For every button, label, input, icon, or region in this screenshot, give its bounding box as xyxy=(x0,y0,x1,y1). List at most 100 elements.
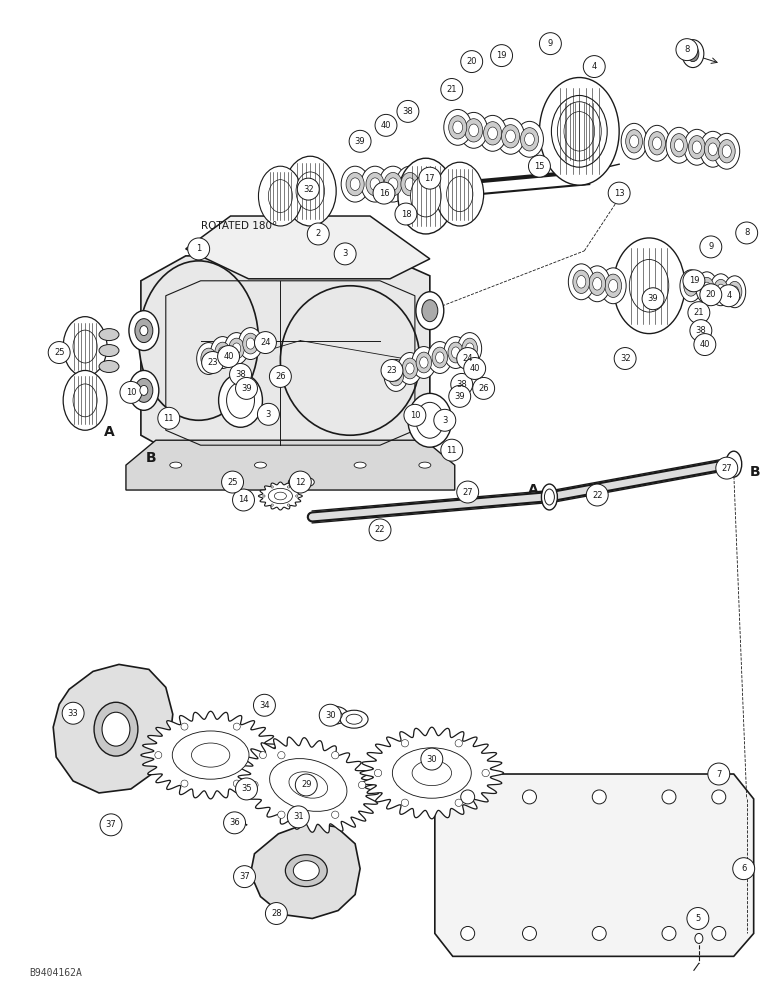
Ellipse shape xyxy=(215,342,230,363)
Text: 5: 5 xyxy=(696,914,700,923)
Circle shape xyxy=(523,926,537,940)
Text: 19: 19 xyxy=(689,276,699,285)
Circle shape xyxy=(455,799,462,806)
Circle shape xyxy=(255,332,276,354)
Text: 24: 24 xyxy=(462,354,473,363)
Ellipse shape xyxy=(713,279,728,300)
Text: 20: 20 xyxy=(466,57,477,66)
Ellipse shape xyxy=(401,172,419,196)
Circle shape xyxy=(222,471,243,493)
Ellipse shape xyxy=(269,488,293,504)
Ellipse shape xyxy=(327,710,342,720)
Ellipse shape xyxy=(102,712,130,746)
Ellipse shape xyxy=(361,166,389,202)
Ellipse shape xyxy=(466,343,474,354)
Text: 32: 32 xyxy=(303,185,313,194)
Ellipse shape xyxy=(502,125,520,148)
Polygon shape xyxy=(126,440,455,490)
Circle shape xyxy=(307,223,329,245)
Ellipse shape xyxy=(648,132,665,155)
Text: 27: 27 xyxy=(462,488,473,497)
Ellipse shape xyxy=(608,279,618,292)
Ellipse shape xyxy=(396,166,424,202)
Ellipse shape xyxy=(366,172,384,196)
Polygon shape xyxy=(259,482,303,510)
Circle shape xyxy=(331,752,339,759)
Ellipse shape xyxy=(613,238,685,334)
Circle shape xyxy=(120,381,142,403)
Text: 21: 21 xyxy=(693,308,704,317)
Circle shape xyxy=(676,39,698,61)
Ellipse shape xyxy=(465,119,482,142)
Ellipse shape xyxy=(391,370,400,381)
Circle shape xyxy=(358,781,366,789)
Ellipse shape xyxy=(444,109,472,145)
Text: 13: 13 xyxy=(614,189,625,198)
Text: 22: 22 xyxy=(592,491,602,500)
Circle shape xyxy=(232,489,255,511)
Text: 27: 27 xyxy=(722,464,732,473)
Text: 16: 16 xyxy=(379,189,389,198)
Ellipse shape xyxy=(700,131,726,167)
Ellipse shape xyxy=(621,123,647,159)
Ellipse shape xyxy=(724,276,746,308)
Text: 25: 25 xyxy=(227,478,238,487)
Circle shape xyxy=(694,334,716,356)
Ellipse shape xyxy=(398,353,422,384)
Circle shape xyxy=(259,752,266,759)
Ellipse shape xyxy=(274,492,286,500)
Text: 3: 3 xyxy=(343,249,348,258)
Text: 8: 8 xyxy=(684,45,689,54)
Circle shape xyxy=(334,243,356,265)
Text: 40: 40 xyxy=(223,352,234,361)
Text: 2: 2 xyxy=(316,229,321,238)
Ellipse shape xyxy=(140,326,148,336)
Text: 9: 9 xyxy=(708,242,713,251)
Ellipse shape xyxy=(689,136,706,159)
Circle shape xyxy=(421,748,443,770)
Text: 38: 38 xyxy=(235,370,246,379)
Ellipse shape xyxy=(412,760,452,786)
Circle shape xyxy=(233,780,240,787)
Circle shape xyxy=(266,903,287,924)
Text: 39: 39 xyxy=(355,137,365,146)
Text: 11: 11 xyxy=(446,446,457,455)
Ellipse shape xyxy=(63,370,107,430)
Ellipse shape xyxy=(73,384,97,417)
Circle shape xyxy=(404,404,426,426)
Ellipse shape xyxy=(129,370,159,410)
Text: 21: 21 xyxy=(446,85,457,94)
Ellipse shape xyxy=(293,861,320,881)
Circle shape xyxy=(331,811,339,818)
Ellipse shape xyxy=(140,385,148,395)
Circle shape xyxy=(441,79,462,100)
Ellipse shape xyxy=(541,484,557,510)
Ellipse shape xyxy=(666,127,692,163)
Ellipse shape xyxy=(446,177,473,212)
Circle shape xyxy=(287,486,290,488)
Text: ROTATED 180°: ROTATED 180° xyxy=(201,221,277,231)
Circle shape xyxy=(381,360,403,381)
Ellipse shape xyxy=(420,357,428,368)
Text: 17: 17 xyxy=(425,174,435,183)
Circle shape xyxy=(712,790,726,804)
Ellipse shape xyxy=(225,333,249,364)
Text: A: A xyxy=(103,425,114,439)
Ellipse shape xyxy=(671,134,687,157)
Circle shape xyxy=(278,811,285,818)
Ellipse shape xyxy=(453,121,462,134)
Circle shape xyxy=(461,926,475,940)
Circle shape xyxy=(592,790,606,804)
Circle shape xyxy=(529,155,550,177)
Circle shape xyxy=(608,182,630,204)
Circle shape xyxy=(320,704,341,726)
Circle shape xyxy=(48,342,70,363)
Ellipse shape xyxy=(246,338,255,349)
Ellipse shape xyxy=(520,128,539,151)
Circle shape xyxy=(683,270,705,292)
Ellipse shape xyxy=(695,933,703,943)
Ellipse shape xyxy=(286,855,327,887)
Ellipse shape xyxy=(564,112,594,151)
Circle shape xyxy=(441,439,462,461)
Circle shape xyxy=(296,774,317,796)
